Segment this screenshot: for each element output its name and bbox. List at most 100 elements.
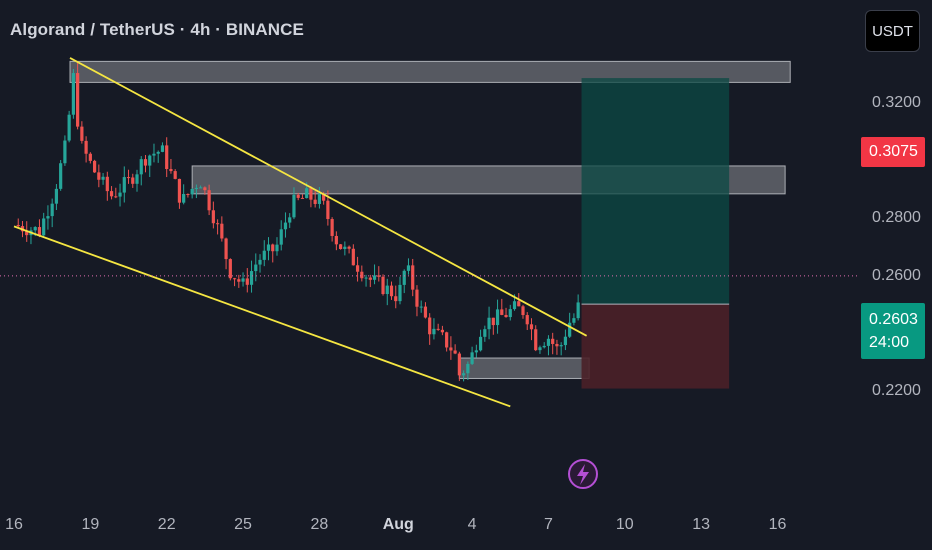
candle-body — [88, 153, 92, 161]
x-tick-label: Aug — [382, 516, 414, 533]
candle-body — [355, 265, 360, 272]
candle-body — [279, 229, 283, 245]
candle-body — [80, 126, 84, 141]
candle-body — [568, 322, 572, 337]
candle-body — [241, 278, 245, 282]
candle-body — [216, 223, 220, 225]
stop-area — [581, 304, 730, 389]
candle-body — [92, 160, 97, 173]
signal-marker[interactable] — [568, 459, 598, 489]
candle-body — [381, 276, 385, 295]
candle-body — [228, 259, 232, 279]
candle-body — [322, 193, 326, 201]
candle-body — [76, 73, 80, 127]
candle-body — [402, 270, 406, 285]
candle-body — [326, 200, 330, 220]
candle-body — [504, 314, 508, 318]
candle-body — [139, 159, 143, 175]
candle-body — [177, 178, 182, 203]
currency-button[interactable]: USDT — [865, 10, 920, 52]
candle-body — [372, 275, 377, 280]
candle-body — [105, 176, 109, 192]
candle-body — [148, 155, 152, 166]
candle-body — [194, 187, 198, 189]
candle-body — [512, 301, 517, 310]
candle-body — [186, 194, 190, 196]
candle-body — [42, 218, 46, 236]
x-tick-label: 25 — [234, 516, 252, 533]
trendline-layer — [13, 57, 588, 408]
candle-body — [517, 301, 521, 307]
candle-body — [165, 145, 169, 170]
candle-body — [114, 196, 118, 198]
candle-body — [563, 336, 568, 346]
supply-demand-zone-2 — [458, 357, 590, 379]
candle-body — [551, 338, 555, 344]
candle-body — [135, 174, 139, 184]
candle-body — [462, 373, 466, 376]
candle-body — [305, 188, 309, 199]
candle-body — [529, 324, 534, 330]
candle-body — [288, 217, 292, 223]
candle-body — [109, 191, 114, 197]
candle-body — [445, 332, 449, 348]
candle-body — [521, 306, 525, 316]
candle-layer — [16, 62, 580, 382]
candle-body — [152, 153, 156, 156]
candle-body — [572, 318, 576, 323]
candle-body — [97, 172, 101, 180]
candle-body — [245, 278, 249, 285]
candle-body — [343, 246, 347, 250]
candle-body — [46, 216, 50, 219]
position-layer — [581, 78, 730, 389]
candle-body — [224, 238, 228, 260]
x-tick-label: 19 — [81, 516, 100, 533]
supply-demand-zone-0 — [69, 60, 791, 83]
candle-body — [398, 284, 402, 302]
countdown-value: 24:00 — [869, 334, 910, 351]
candle-body — [559, 345, 563, 347]
candle-body — [59, 163, 63, 189]
candle-body — [199, 187, 203, 189]
candle-body — [67, 114, 71, 141]
candle-body — [101, 176, 105, 180]
candle-body — [266, 244, 271, 251]
candle-body — [237, 279, 241, 282]
candle-body — [555, 343, 559, 347]
candle-body — [525, 315, 529, 325]
candle-body — [232, 278, 237, 280]
candle-body — [258, 259, 262, 265]
candle-body — [491, 317, 495, 326]
candle-body — [143, 159, 148, 166]
candle-body — [33, 227, 37, 231]
x-tick-label: 28 — [310, 516, 329, 533]
candle-body — [334, 235, 338, 245]
candle-body — [500, 309, 504, 315]
candle-body — [534, 329, 538, 351]
candle-body — [389, 285, 394, 297]
candle-body — [428, 317, 432, 335]
candle-body — [71, 73, 75, 115]
candle-body — [415, 289, 419, 307]
candle-body — [190, 188, 194, 195]
trendline-0 — [69, 57, 588, 337]
candle-body — [156, 151, 160, 154]
candle-body — [262, 250, 266, 260]
candle-body — [478, 336, 483, 351]
candle-body — [457, 353, 461, 376]
candle-body — [182, 194, 186, 203]
candle-body — [339, 244, 343, 250]
candle-body — [173, 171, 177, 179]
candle-body — [50, 203, 54, 217]
candle-body — [436, 328, 440, 330]
candle-body — [483, 329, 487, 337]
candle-body — [283, 222, 288, 230]
candle-body — [351, 248, 355, 266]
candle-body — [309, 188, 313, 200]
x-tick-label: 10 — [615, 516, 634, 533]
candle-body — [449, 347, 453, 351]
chart-title: Algorand / TetherUS · 4h · BINANCE — [10, 20, 304, 39]
candle-body — [347, 246, 351, 249]
candle-body — [508, 309, 512, 318]
